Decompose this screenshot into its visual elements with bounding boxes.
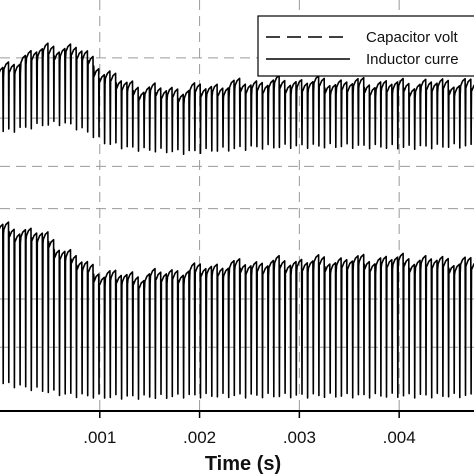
- x-tick-label-1: .002: [183, 428, 216, 447]
- x-axis: .001 .002 .003 .004: [83, 410, 416, 447]
- legend-label-capacitor: Capacitor volt: [366, 29, 459, 46]
- series-layer: [0, 42, 474, 400]
- x-tick-label-2: .003: [283, 428, 316, 447]
- series-line-inductor-current: [0, 221, 474, 400]
- legend-box: [257, 15, 474, 77]
- legend-label-inductor: Inductor curre: [366, 51, 459, 68]
- x-tick-label-0: .001: [83, 428, 116, 447]
- x-axis-title: Time (s): [205, 453, 281, 474]
- series-line-capacitor-voltage: [0, 42, 474, 155]
- x-tick-label-3: .004: [383, 428, 416, 447]
- plot-frame: [0, 410, 474, 412]
- legend: Capacitor volt Inductor curre: [257, 15, 474, 77]
